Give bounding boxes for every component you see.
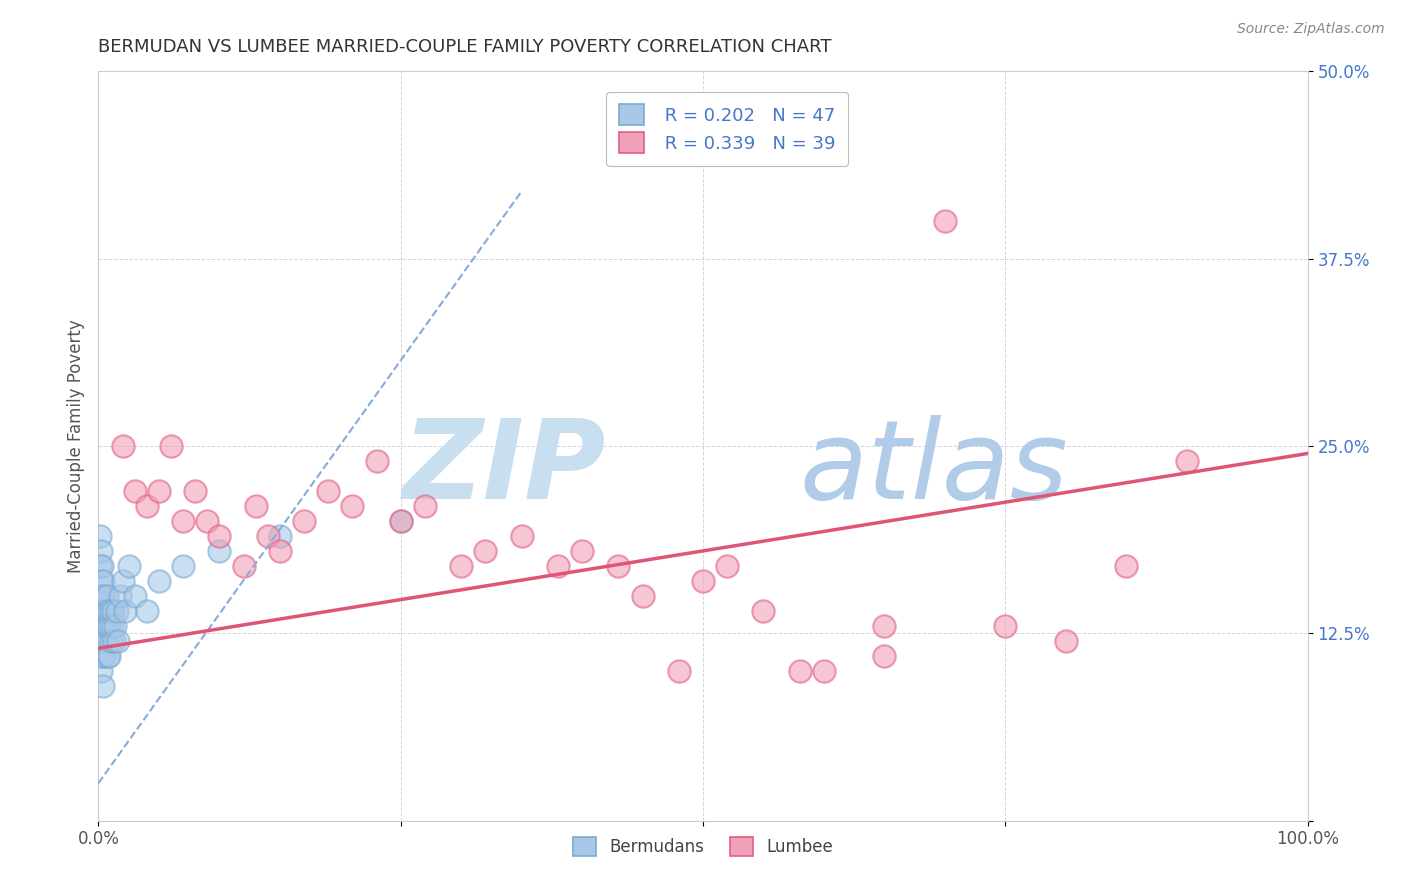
Point: [389, 514, 412, 528]
Y-axis label: Married-Couple Family Poverty: Married-Couple Family Poverty: [66, 319, 84, 573]
Point: [90, 604, 112, 618]
Point: [103, 633, 125, 648]
Point: [547, 558, 569, 573]
Point: [873, 619, 896, 633]
Point: [934, 214, 956, 228]
Point: [91, 679, 114, 693]
Point: [316, 483, 339, 498]
Point: [184, 483, 207, 498]
Point: [342, 499, 364, 513]
Point: [172, 558, 194, 573]
Point: [111, 574, 134, 588]
Point: [994, 619, 1017, 633]
Point: [91, 604, 114, 618]
Point: [90, 574, 112, 588]
Point: [269, 529, 291, 543]
Point: [97, 604, 120, 618]
Point: [813, 664, 835, 678]
Point: [89, 529, 111, 543]
Point: [114, 604, 136, 618]
Point: [98, 648, 121, 663]
Point: [716, 558, 738, 573]
Point: [510, 529, 533, 543]
Point: [100, 633, 122, 648]
Point: [100, 604, 122, 618]
Point: [135, 499, 157, 513]
Point: [631, 589, 654, 603]
Point: [789, 664, 811, 678]
Point: [91, 619, 114, 633]
Point: [172, 514, 194, 528]
Point: [93, 648, 115, 663]
Point: [692, 574, 714, 588]
Point: [90, 544, 112, 558]
Point: [124, 483, 146, 498]
Point: [208, 544, 231, 558]
Point: [91, 648, 114, 663]
Point: [195, 514, 218, 528]
Point: [208, 529, 231, 543]
Point: [93, 589, 115, 603]
Point: [108, 589, 131, 603]
Point: [124, 589, 146, 603]
Point: [89, 589, 111, 603]
Point: [135, 604, 157, 618]
Point: [873, 648, 896, 663]
Point: [148, 483, 170, 498]
Point: [413, 499, 436, 513]
Point: [94, 604, 117, 618]
Point: [111, 439, 134, 453]
Point: [91, 574, 114, 588]
Point: [89, 633, 111, 648]
Point: [89, 558, 111, 573]
Point: [366, 454, 388, 468]
Point: [389, 514, 412, 528]
Point: [474, 544, 496, 558]
Point: [98, 619, 121, 633]
Point: [91, 633, 114, 648]
Point: [104, 619, 127, 633]
Point: [94, 633, 117, 648]
Text: Source: ZipAtlas.com: Source: ZipAtlas.com: [1237, 22, 1385, 37]
Point: [1054, 633, 1077, 648]
Point: [256, 529, 278, 543]
Point: [292, 514, 315, 528]
Point: [160, 439, 183, 453]
Point: [91, 589, 114, 603]
Legend: Bermudans, Lumbee: Bermudans, Lumbee: [565, 829, 841, 864]
Point: [668, 664, 690, 678]
Point: [232, 558, 254, 573]
Point: [96, 619, 118, 633]
Point: [1115, 558, 1137, 573]
Point: [1175, 454, 1198, 468]
Text: BERMUDAN VS LUMBEE MARRIED-COUPLE FAMILY POVERTY CORRELATION CHART: BERMUDAN VS LUMBEE MARRIED-COUPLE FAMILY…: [98, 38, 832, 56]
Point: [93, 619, 115, 633]
Point: [107, 633, 129, 648]
Point: [752, 604, 775, 618]
Text: ZIP: ZIP: [402, 415, 606, 522]
Point: [90, 633, 112, 648]
Point: [100, 619, 122, 633]
Point: [90, 664, 112, 678]
Point: [148, 574, 170, 588]
Point: [101, 604, 124, 618]
Point: [245, 499, 267, 513]
Point: [571, 544, 593, 558]
Text: atlas: atlas: [800, 415, 1069, 522]
Point: [96, 589, 118, 603]
Point: [105, 604, 128, 618]
Point: [97, 648, 120, 663]
Point: [450, 558, 472, 573]
Point: [118, 558, 141, 573]
Point: [269, 544, 291, 558]
Point: [607, 558, 630, 573]
Point: [91, 558, 114, 573]
